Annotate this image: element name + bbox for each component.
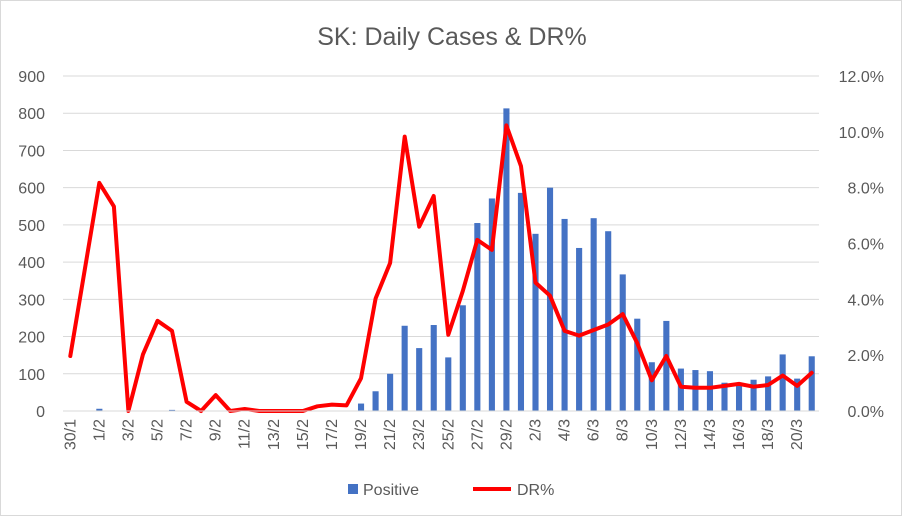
legend-label-dr: DR% [517, 482, 554, 499]
left-tick-label: 900 [18, 69, 45, 86]
left-tick-label: 800 [18, 106, 45, 123]
legend-label-positive: Positive [363, 482, 419, 499]
legend: Positive DR% [348, 482, 554, 499]
left-tick-label: 400 [18, 255, 45, 272]
x-tick-label: 7/2 [179, 419, 196, 441]
left-tick-label: 500 [18, 218, 45, 235]
right-tick-label: 12.0% [839, 69, 884, 86]
x-tick-label: 29/2 [498, 419, 515, 450]
bar-positive [780, 354, 786, 411]
right-tick-label: 8.0% [848, 181, 884, 198]
x-tick-label: 19/2 [353, 419, 370, 450]
bar-positive [373, 391, 379, 411]
left-tick-label: 300 [18, 292, 45, 309]
x-tick-label: 13/2 [266, 419, 283, 450]
bar-positive [678, 369, 684, 411]
x-tick-label: 4/3 [557, 419, 574, 441]
x-tick-label: 23/2 [411, 419, 428, 450]
bar-positive [387, 374, 393, 411]
bar-positive [620, 274, 626, 411]
left-tick-label: 0 [36, 404, 45, 421]
bar-positive [518, 193, 524, 411]
bar-positive [416, 348, 422, 411]
left-tick-label: 600 [18, 181, 45, 198]
bar-positive [576, 248, 582, 411]
x-tick-label: 9/2 [208, 419, 225, 441]
right-tick-label: 2.0% [848, 348, 884, 365]
x-tick-label: 14/3 [702, 419, 719, 450]
bar-positive [663, 321, 669, 411]
bar-positive [809, 356, 815, 411]
bar-positive [402, 326, 408, 411]
x-tick-label: 1/2 [91, 419, 108, 441]
x-tick-label: 25/2 [440, 419, 457, 450]
x-tick-label: 6/3 [586, 419, 603, 441]
bar-positive [736, 383, 742, 411]
x-tick-label: 5/2 [150, 419, 167, 441]
x-tick-label: 21/2 [382, 419, 399, 450]
left-tick-label: 100 [18, 367, 45, 384]
line-dr [70, 125, 811, 411]
x-tick-label: 10/3 [644, 419, 661, 450]
bar-positive [562, 219, 568, 411]
x-tick-label: 11/2 [237, 419, 254, 449]
right-tick-label: 4.0% [848, 292, 884, 309]
bar-positive [358, 404, 364, 411]
x-axis: 30/1 1/2 3/2 5/2 7/2 9/2 11/2 13/2 15/2 17/2 19/2 2… [62, 411, 819, 450]
x-tick-label: 16/3 [731, 419, 748, 450]
x-tick-label: 20/3 [789, 419, 806, 450]
x-tick-label: 8/3 [615, 419, 632, 441]
right-y-axis: 0.0% 2.0% 4.0% 6.0% 8.0% 10.0% 12.0% [839, 69, 884, 421]
bar-series-positive [96, 108, 814, 411]
left-tick-label: 700 [18, 143, 45, 160]
x-tick-label: 12/3 [673, 419, 690, 450]
chart-title: SK: Daily Cases & DR% [317, 23, 587, 51]
x-tick-label: 27/2 [469, 419, 486, 450]
x-tick-label: 15/2 [295, 419, 312, 450]
bar-positive [707, 371, 713, 411]
right-tick-label: 10.0% [839, 125, 884, 142]
right-tick-label: 6.0% [848, 237, 884, 254]
bar-positive [431, 325, 437, 411]
bar-positive [591, 218, 597, 411]
x-tick-label: 18/3 [760, 419, 777, 450]
bar-positive [692, 370, 698, 411]
x-tick-label: 2/3 [528, 419, 545, 441]
bar-positive [445, 357, 451, 411]
x-tick-label: 17/2 [324, 419, 341, 450]
bar-positive [460, 305, 466, 411]
x-tick-label: 30/1 [62, 419, 79, 450]
x-tick-label: 3/2 [120, 419, 137, 441]
legend-swatch-positive [348, 484, 358, 494]
bar-positive [634, 319, 640, 411]
line-series-dr [70, 125, 811, 411]
right-tick-label: 0.0% [848, 404, 884, 421]
left-y-axis: 0 100 200 300 400 500 600 700 800 900 [18, 69, 45, 421]
left-tick-label: 200 [18, 330, 45, 347]
